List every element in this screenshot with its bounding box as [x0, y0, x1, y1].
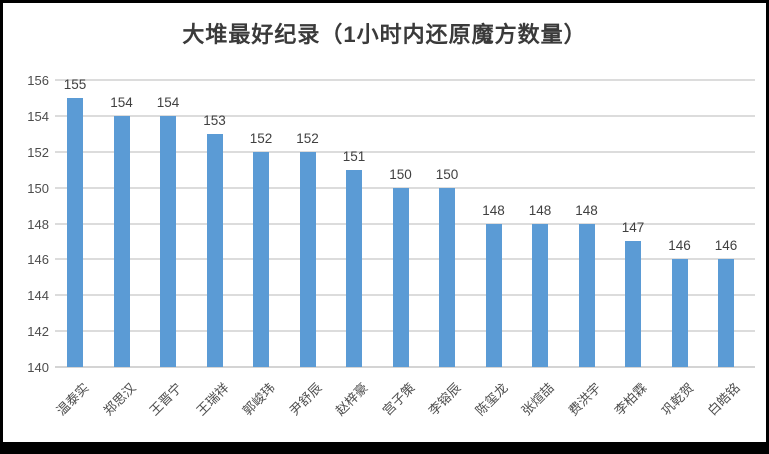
data-label: 148 [528, 202, 552, 218]
bar-巩乾贺 [671, 259, 688, 367]
x-axis-line [55, 366, 755, 368]
x-axis-category-label: 王瑞祥 [193, 380, 232, 419]
gridline [55, 150, 755, 153]
y-axis-tick-label: 148 [27, 216, 49, 232]
bar-尹舒辰 [299, 151, 316, 367]
x-axis-category-label: 李镕辰 [425, 380, 464, 419]
y-axis-tick-label: 144 [27, 288, 49, 304]
bar-张煊喆 [532, 223, 548, 367]
y-axis-tick-label: 146 [27, 252, 49, 268]
x-axis-category-label: 巩乾贺 [658, 380, 697, 419]
data-label: 155 [63, 76, 87, 92]
y-axis-tick-label: 150 [27, 180, 49, 196]
data-label: 148 [482, 202, 505, 218]
data-label: 152 [249, 130, 273, 146]
data-label: 153 [203, 112, 226, 128]
plot-area: 140 142 144 146 148 150 152 154 156 155 温泰实 154 郑思汉 1… [27, 73, 755, 418]
bar-温泰实 [67, 97, 83, 367]
x-axis-category-label: 郭峻玮 [239, 380, 278, 419]
bar-郭峻玮 [253, 151, 269, 367]
bar-李镕辰 [439, 187, 455, 367]
chart-title: 大堆最好纪录（1小时内还原魔方数量） [182, 22, 587, 47]
y-axis-tick-label: 152 [27, 144, 49, 160]
x-axis-category-label: 张煊喆 [518, 380, 557, 419]
bar-白皓铭 [718, 259, 734, 367]
data-label: 146 [714, 238, 738, 254]
bar-王瑞祥 [206, 133, 223, 367]
data-label: 146 [668, 238, 691, 254]
bar-陈玺龙 [485, 223, 502, 367]
x-axis-category-label: 王晋宁 [146, 380, 185, 419]
x-axis-category-label: 费洪宇 [565, 380, 604, 419]
bar-王晋宁 [160, 115, 176, 367]
x-axis-category-label: 郑思汉 [100, 380, 139, 419]
x-axis-category-label: 陈玺龙 [472, 380, 511, 419]
y-axis-tick-label: 140 [27, 360, 49, 375]
data-label: 151 [342, 148, 366, 164]
gridline [55, 114, 755, 117]
data-label: 148 [575, 202, 598, 218]
data-label: 147 [621, 220, 645, 236]
bar-李柏霖 [625, 241, 641, 367]
x-axis-category-label: 宫子策 [379, 380, 418, 419]
data-label: 154 [156, 94, 180, 110]
x-axis-category-label: 尹舒辰 [286, 380, 325, 419]
y-axis-tick-label: 156 [27, 73, 49, 88]
gridline [55, 79, 755, 81]
bar-费洪宇 [578, 223, 595, 367]
data-label: 150 [435, 166, 459, 182]
x-axis-category-label: 白皓铭 [704, 380, 743, 419]
y-axis-tick-label: 154 [27, 108, 49, 124]
bar-郑思汉 [113, 115, 130, 367]
bar-宫子策 [392, 187, 409, 367]
x-axis-category-label: 赵梓豪 [332, 380, 371, 419]
data-label: 150 [389, 166, 412, 182]
x-axis-category-label: 李柏霖 [611, 380, 650, 419]
y-axis-tick-label: 142 [27, 324, 49, 340]
data-label: 154 [110, 94, 133, 110]
data-label: 152 [296, 130, 319, 146]
x-axis-category-label: 温泰实 [53, 380, 92, 419]
bar-赵梓豪 [346, 169, 362, 367]
